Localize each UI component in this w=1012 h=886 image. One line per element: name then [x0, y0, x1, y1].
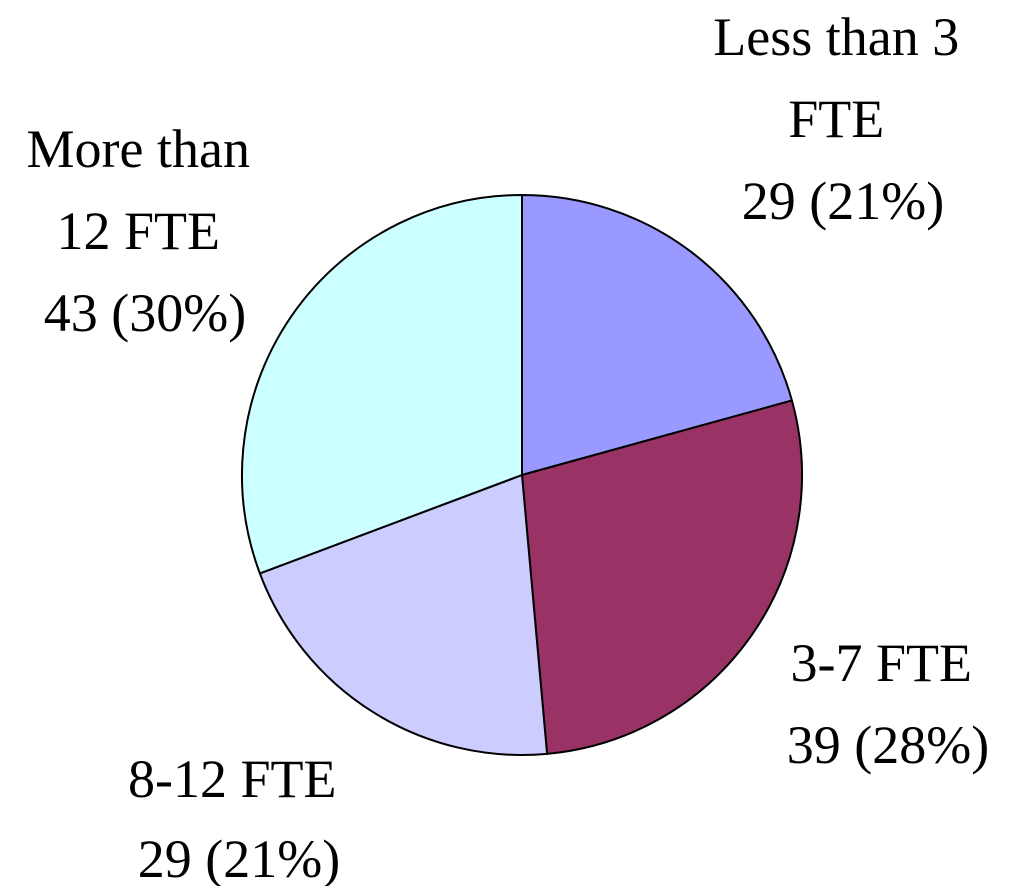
pie-slices — [241, 194, 803, 756]
slice-label-value: 29 (21%) — [742, 171, 944, 231]
pie-labels: Less than 3 FTE 29 (21%) 3-7 FTE 39 (28%… — [27, 7, 990, 886]
pie-slice-less-than-3-fte — [521, 194, 793, 476]
slice-label-name-line: 8-12 FTE — [128, 749, 337, 809]
slice-label-name-line: FTE — [788, 89, 884, 149]
pie-slice-3-7-fte — [521, 399, 803, 755]
slice-label-value: 39 (28%) — [787, 715, 989, 775]
slice-label-less-than-3-fte: Less than 3 FTE 29 (21%) — [713, 7, 972, 231]
slice-label-name-line: 3-7 FTE — [791, 633, 973, 693]
slice-label-value: 43 (30%) — [44, 283, 246, 343]
slice-label-name-line: More than — [27, 119, 250, 179]
pie-slice-8-12-fte — [258, 474, 549, 756]
slice-label-3-7-fte: 3-7 FTE 39 (28%) — [787, 633, 989, 775]
slice-label-more-than-12-fte: More than 12 FTE 43 (30%) — [27, 119, 264, 343]
pie-slice-more-than-12-fte — [241, 194, 523, 575]
slice-label-name-line: Less than 3 — [713, 7, 959, 67]
slice-label-name-line: 12 FTE — [56, 201, 220, 261]
slice-label-value: 29 (21%) — [138, 829, 340, 886]
slice-label-8-12-fte: 8-12 FTE 29 (21%) — [128, 749, 350, 886]
